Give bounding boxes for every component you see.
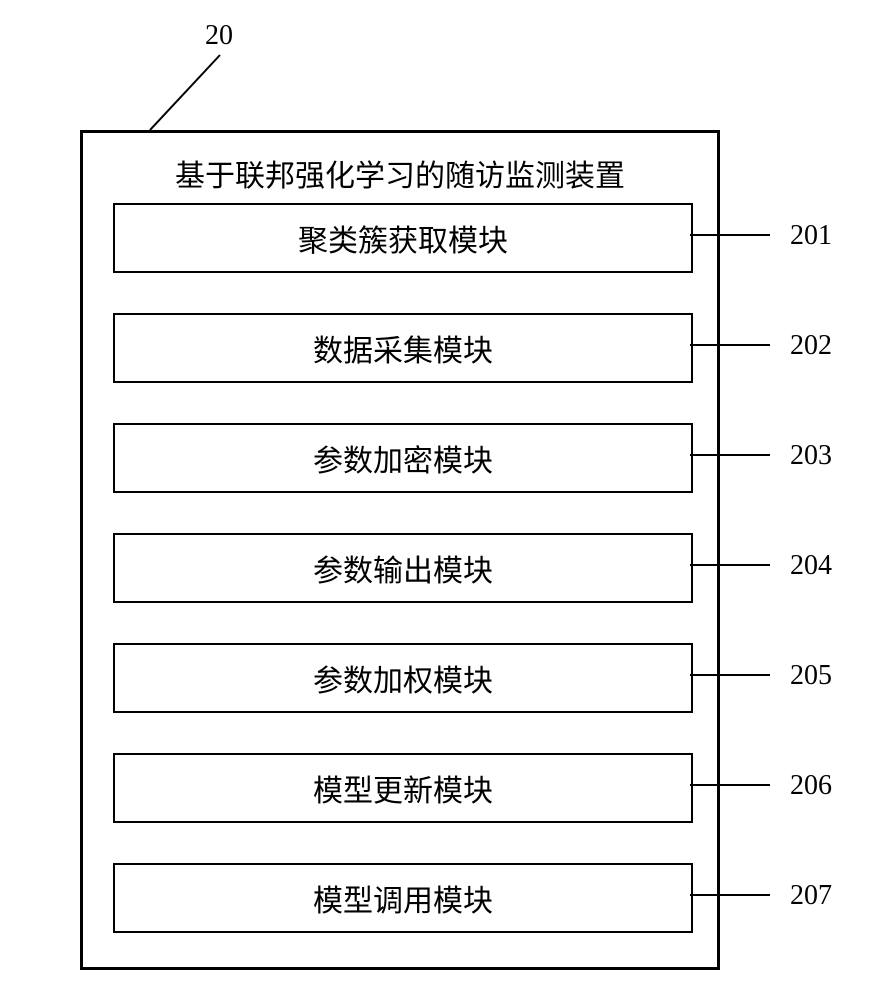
module-label: 参数输出模块 — [313, 546, 493, 590]
module-number: 205 — [790, 660, 832, 692]
module-number: 203 — [790, 440, 832, 472]
module-param-weighting: 参数加权模块 — [113, 643, 693, 713]
module-number: 206 — [790, 770, 832, 802]
pointer-line — [150, 55, 220, 130]
device-container: 基于联邦强化学习的随访监测装置 聚类簇获取模块 数据采集模块 参数加密模块 参数… — [80, 130, 720, 970]
module-param-output: 参数输出模块 — [113, 533, 693, 603]
module-number: 201 — [790, 220, 832, 252]
module-number: 207 — [790, 880, 832, 912]
module-model-invoke: 模型调用模块 — [113, 863, 693, 933]
module-label: 模型更新模块 — [313, 766, 493, 810]
module-param-encryption: 参数加密模块 — [113, 423, 693, 493]
module-number: 204 — [790, 550, 832, 582]
module-data-collection: 数据采集模块 — [113, 313, 693, 383]
diagram-number: 20 — [205, 20, 233, 52]
module-label: 参数加密模块 — [313, 436, 493, 480]
container-title: 基于联邦强化学习的随访监测装置 — [83, 151, 717, 195]
module-number: 202 — [790, 330, 832, 362]
module-model-update: 模型更新模块 — [113, 753, 693, 823]
module-label: 模型调用模块 — [313, 876, 493, 920]
module-label: 数据采集模块 — [313, 326, 493, 370]
module-label: 参数加权模块 — [313, 656, 493, 700]
module-label: 聚类簇获取模块 — [298, 216, 508, 260]
module-cluster-acquisition: 聚类簇获取模块 — [113, 203, 693, 273]
